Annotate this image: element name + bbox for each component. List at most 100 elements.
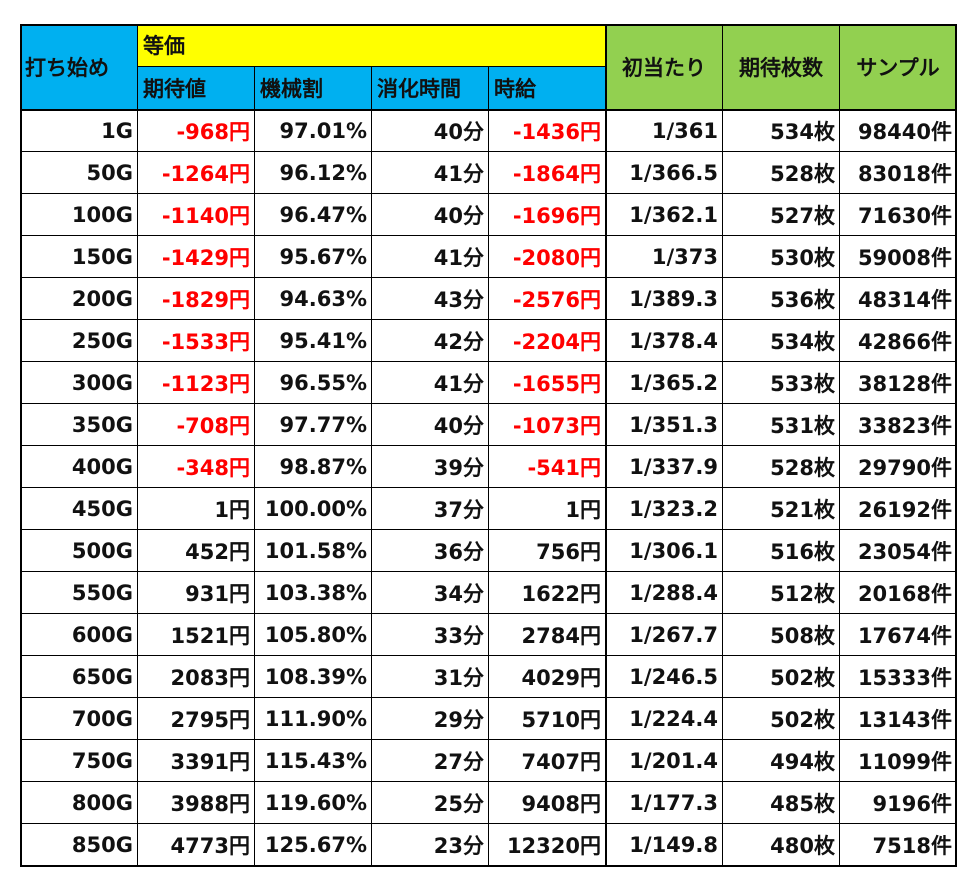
header-hourly: 時給	[489, 67, 606, 110]
cell-sample: 20168件	[840, 572, 957, 614]
cell-start: 400G	[20, 446, 138, 488]
cell-expected-value: 3988円	[138, 782, 255, 824]
header-expected-value: 期待値	[138, 67, 255, 110]
cell-sample: 33823件	[840, 404, 957, 446]
cell-payout-rate: 96.47%	[255, 194, 372, 236]
cell-hourly: -1864円	[489, 152, 606, 194]
cell-payout-rate: 94.63%	[255, 278, 372, 320]
cell-payout-rate: 95.67%	[255, 236, 372, 278]
cell-expected-medals: 512枚	[723, 572, 840, 614]
header-time: 消化時間	[372, 67, 489, 110]
cell-start: 300G	[20, 362, 138, 404]
cell-expected-medals: 533枚	[723, 362, 840, 404]
cell-start: 50G	[20, 152, 138, 194]
cell-start: 450G	[20, 488, 138, 530]
cell-hourly: 5710円	[489, 698, 606, 740]
cell-hourly: 2784円	[489, 614, 606, 656]
cell-hourly: -1073円	[489, 404, 606, 446]
cell-sample: 83018件	[840, 152, 957, 194]
cell-payout-rate: 95.41%	[255, 320, 372, 362]
cell-hourly: 1円	[489, 488, 606, 530]
cell-time: 36分	[372, 530, 489, 572]
cell-sample: 71630件	[840, 194, 957, 236]
cell-first-hit: 1/337.9	[606, 446, 723, 488]
cell-start: 100G	[20, 194, 138, 236]
cell-sample: 38128件	[840, 362, 957, 404]
cell-payout-rate: 98.87%	[255, 446, 372, 488]
cell-first-hit: 1/177.3	[606, 782, 723, 824]
cell-first-hit: 1/365.2	[606, 362, 723, 404]
cell-first-hit: 1/149.8	[606, 824, 723, 866]
cell-expected-medals: 527枚	[723, 194, 840, 236]
cell-time: 42分	[372, 320, 489, 362]
cell-hourly: -2080円	[489, 236, 606, 278]
cell-sample: 9196件	[840, 782, 957, 824]
cell-hourly: 1622円	[489, 572, 606, 614]
cell-hourly: -2576円	[489, 278, 606, 320]
cell-expected-medals: 494枚	[723, 740, 840, 782]
cell-sample: 7518件	[840, 824, 957, 866]
cell-expected-medals: 530枚	[723, 236, 840, 278]
cell-sample: 11099件	[840, 740, 957, 782]
cell-expected-medals: 502枚	[723, 656, 840, 698]
cell-expected-value: -1140円	[138, 194, 255, 236]
cell-hourly: 4029円	[489, 656, 606, 698]
cell-start: 250G	[20, 320, 138, 362]
cell-hourly: -541円	[489, 446, 606, 488]
cell-start: 850G	[20, 824, 138, 866]
cell-payout-rate: 100.00%	[255, 488, 372, 530]
cell-expected-value: 2083円	[138, 656, 255, 698]
cell-expected-value: 4773円	[138, 824, 255, 866]
cell-time: 39分	[372, 446, 489, 488]
cell-expected-value: 2795円	[138, 698, 255, 740]
cell-time: 34分	[372, 572, 489, 614]
cell-expected-medals: 534枚	[723, 110, 840, 152]
cell-payout-rate: 115.43%	[255, 740, 372, 782]
cell-time: 31分	[372, 656, 489, 698]
cell-expected-value: -708円	[138, 404, 255, 446]
cell-start: 200G	[20, 278, 138, 320]
cell-hourly: -1696円	[489, 194, 606, 236]
data-table: 打ち始め 等価 期待値 機械割 消化時間 時給 初当たり 期待枚数 サンプル 1…	[20, 24, 957, 867]
header-first-hit: 初当たり	[606, 24, 723, 110]
cell-expected-medals: 534枚	[723, 320, 840, 362]
cell-start: 500G	[20, 530, 138, 572]
cell-first-hit: 1/267.7	[606, 614, 723, 656]
cell-start: 350G	[20, 404, 138, 446]
cell-sample: 26192件	[840, 488, 957, 530]
cell-start: 650G	[20, 656, 138, 698]
cell-time: 41分	[372, 236, 489, 278]
header-start: 打ち始め	[20, 24, 138, 110]
cell-sample: 23054件	[840, 530, 957, 572]
cell-time: 43分	[372, 278, 489, 320]
cell-time: 37分	[372, 488, 489, 530]
cell-hourly: 9408円	[489, 782, 606, 824]
cell-first-hit: 1/201.4	[606, 740, 723, 782]
cell-start: 750G	[20, 740, 138, 782]
cell-start: 550G	[20, 572, 138, 614]
cell-hourly: 756円	[489, 530, 606, 572]
cell-payout-rate: 125.67%	[255, 824, 372, 866]
cell-payout-rate: 111.90%	[255, 698, 372, 740]
cell-first-hit: 1/362.1	[606, 194, 723, 236]
cell-time: 33分	[372, 614, 489, 656]
cell-hourly: 7407円	[489, 740, 606, 782]
cell-time: 27分	[372, 740, 489, 782]
cell-start: 150G	[20, 236, 138, 278]
cell-expected-value: 1521円	[138, 614, 255, 656]
cell-time: 40分	[372, 194, 489, 236]
cell-time: 40分	[372, 404, 489, 446]
cell-time: 29分	[372, 698, 489, 740]
cell-expected-medals: 528枚	[723, 446, 840, 488]
cell-first-hit: 1/323.2	[606, 488, 723, 530]
cell-start: 600G	[20, 614, 138, 656]
cell-payout-rate: 97.77%	[255, 404, 372, 446]
header-divider	[20, 109, 957, 111]
cell-expected-medals: 521枚	[723, 488, 840, 530]
cell-expected-value: 1円	[138, 488, 255, 530]
cell-sample: 48314件	[840, 278, 957, 320]
cell-expected-medals: 516枚	[723, 530, 840, 572]
cell-payout-rate: 96.55%	[255, 362, 372, 404]
cell-time: 41分	[372, 362, 489, 404]
cell-expected-medals: 508枚	[723, 614, 840, 656]
